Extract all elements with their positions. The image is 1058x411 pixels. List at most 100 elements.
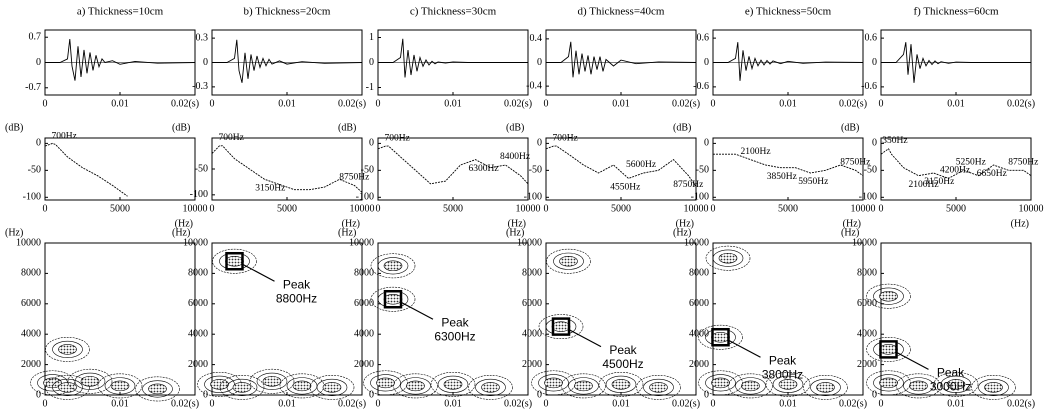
x-tick-label: 10000: [684, 203, 709, 214]
annotation: 3850Hz: [767, 172, 797, 182]
contour-hotspot: [866, 336, 911, 362]
contour-hotspot: [698, 370, 743, 396]
x-tick-label: 0: [376, 98, 381, 109]
x-tick-label: 0: [879, 398, 884, 409]
annotation: 2100Hz: [909, 180, 939, 190]
plot-frame: [712, 137, 864, 201]
x-tick-label: 0.01: [779, 98, 797, 109]
contour-hotspot: [383, 293, 403, 305]
y-tick-label: 10000: [16, 237, 41, 248]
contour-hotspot: [531, 370, 576, 396]
x-tick-label: 0: [879, 98, 884, 109]
peak-leader: [568, 329, 602, 348]
peak-box: [551, 317, 571, 336]
contour-hotspot: [52, 378, 83, 396]
series-line: [377, 145, 529, 185]
contour-hotspot: [946, 379, 966, 390]
contour-hotspot: [430, 371, 476, 397]
contour-hotspot: [735, 377, 766, 395]
contour-hotspot: [393, 373, 438, 399]
y-tick-label: 0: [872, 57, 877, 68]
x-axis-label: (Hz): [1011, 218, 1029, 229]
y-tick-label: 0: [36, 57, 41, 68]
contour-hotspot: [553, 252, 584, 270]
contour-hotspot: [879, 377, 898, 389]
contour-hotspot: [636, 374, 681, 400]
series-line: [45, 38, 196, 81]
y-axis-label: (Hz): [673, 227, 691, 238]
contour-hotspot: [316, 378, 348, 396]
x-tick-label: 0: [43, 98, 48, 109]
y-tick-label: 10000: [684, 237, 709, 248]
contour-hotspot: [903, 377, 934, 395]
contour-hotspot: [110, 380, 130, 392]
annotation: 700Hz: [385, 133, 410, 143]
annotation: 4550Hz: [610, 183, 640, 193]
y-tick-label: -0.4: [526, 80, 542, 91]
contour-hotspot: [74, 372, 106, 390]
y-tick-label: 0.6: [865, 32, 878, 43]
y-tick-label: 6000: [522, 298, 542, 309]
plot-frame: [44, 242, 196, 396]
contour-hotspot: [909, 380, 928, 392]
x-tick-label: 0: [711, 98, 716, 109]
series-line: [211, 145, 363, 193]
peak-label: Peak: [609, 343, 637, 357]
y-axis-label: (Hz): [338, 227, 356, 238]
contour-hotspot: [104, 377, 136, 395]
y-tick-label: -100: [23, 192, 41, 203]
y-tick-label: 0: [369, 57, 374, 68]
annotation: 5250Hz: [956, 158, 986, 168]
x-tick-label: 0.01: [278, 98, 296, 109]
contour-hotspot: [406, 380, 425, 392]
x-tick-label: 0: [376, 398, 381, 409]
x-tick-label: 0.01: [612, 398, 630, 409]
annotation: 5600Hz: [626, 160, 656, 170]
contour-hotspot: [873, 374, 904, 392]
x-tick-label: 0.01: [444, 398, 462, 409]
y-tick-label: 0: [36, 389, 41, 400]
contour-hotspot: [376, 377, 395, 389]
contour-hotspot: [45, 336, 90, 362]
contour-hotspot: [370, 374, 401, 392]
contour-hotspot: [984, 382, 1003, 393]
annotation: 700Hz: [52, 132, 77, 142]
y-tick-label: 2000: [689, 359, 709, 370]
y-tick-label: 2000: [522, 359, 542, 370]
annotation: 6300Hz: [469, 164, 499, 174]
x-tick-label: 0.02(s): [672, 398, 700, 409]
y-tick-label: 0: [537, 389, 542, 400]
x-tick-label: 5000: [443, 203, 463, 214]
contour-hotspot: [879, 290, 898, 302]
peak-label: 3800Hz: [762, 367, 803, 381]
x-tick-label: 5000: [611, 203, 631, 214]
x-axis-label: (Hz): [676, 218, 694, 229]
annotation: 8750Hz: [673, 180, 703, 190]
y-tick-label: 0: [704, 57, 709, 68]
y-tick-label: 0: [537, 57, 542, 68]
contour-hotspot: [940, 375, 972, 393]
y-axis-label: (Hz): [172, 227, 190, 238]
y-tick-label: 0: [203, 389, 208, 400]
contour-hotspot: [873, 287, 904, 305]
peak-box: [225, 251, 244, 271]
plot-frame: [211, 137, 363, 201]
x-axis-label: (Hz): [508, 218, 526, 229]
contour-hotspot: [52, 340, 83, 358]
contour-hotspot: [978, 378, 1009, 396]
x-tick-label: 0.02(s): [839, 398, 867, 409]
panel-title: c) Thickness=30cm: [410, 6, 497, 18]
contour-hotspot: [363, 370, 408, 396]
contour-hotspot: [741, 380, 760, 392]
x-tick-label: 0.02(s): [672, 98, 700, 109]
contour-hotspot: [598, 371, 644, 397]
panel-title: d) Thickness=40cm: [578, 6, 665, 18]
contour-hotspot: [292, 380, 312, 392]
contour-hotspot: [67, 368, 113, 394]
y-axis-label: (dB): [5, 122, 23, 133]
y-tick-label: 0: [36, 138, 41, 149]
contour-hotspot: [810, 378, 841, 396]
y-tick-label: 6000: [21, 298, 41, 309]
x-tick-label: 0.02(s): [338, 98, 366, 109]
x-tick-label: 0: [544, 98, 549, 109]
